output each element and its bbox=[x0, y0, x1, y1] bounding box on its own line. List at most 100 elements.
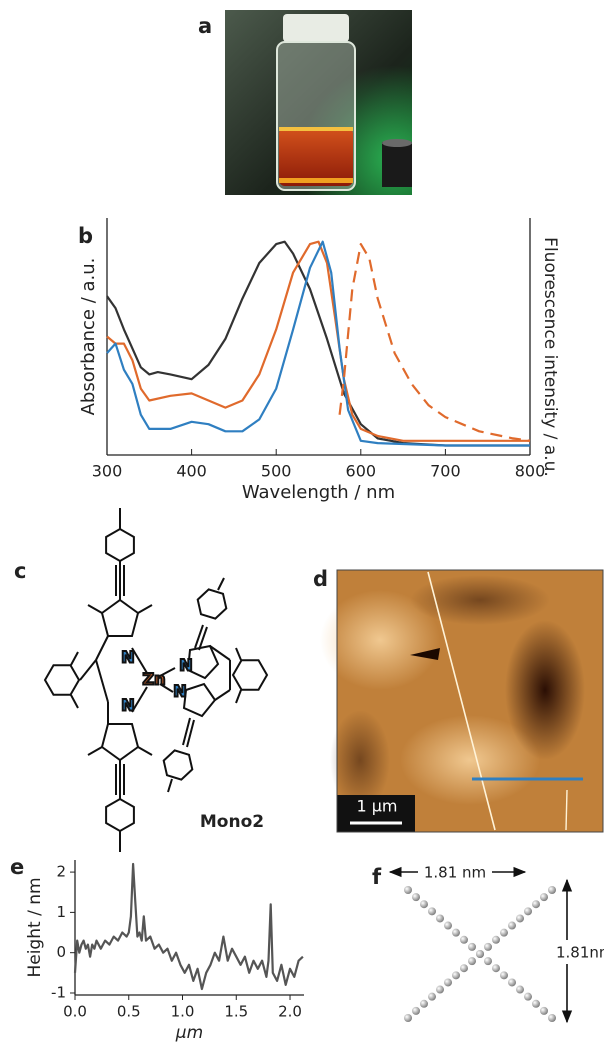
y-tick-label: 0 bbox=[56, 943, 66, 961]
ring bbox=[186, 644, 220, 680]
x-axis-label: µm bbox=[175, 1023, 203, 1042]
atom bbox=[476, 950, 484, 958]
scale-bar-label: 1 µm bbox=[356, 797, 397, 816]
atom bbox=[412, 893, 420, 902]
panel-label: e bbox=[10, 855, 24, 879]
y2-axis-label: Fluorescence intensity / a.u. bbox=[540, 237, 560, 477]
atom bbox=[428, 907, 436, 916]
bond bbox=[209, 645, 231, 661]
x-tick-label: 0.5 bbox=[117, 1003, 141, 1021]
ring bbox=[196, 588, 228, 620]
atom bbox=[452, 971, 460, 980]
x-tick-label: 800 bbox=[515, 462, 546, 481]
bond bbox=[235, 647, 242, 661]
x-tick-label: 1.0 bbox=[171, 1003, 195, 1021]
x-tick-label: 400 bbox=[176, 462, 207, 481]
atom bbox=[468, 957, 476, 966]
atom bbox=[404, 1014, 412, 1022]
bond bbox=[87, 746, 103, 756]
metal-label: Zn bbox=[143, 670, 166, 689]
y-tick-label: -1 bbox=[51, 983, 66, 1001]
x-tick-label: 2.0 bbox=[278, 1003, 302, 1021]
bond bbox=[159, 667, 176, 677]
atom bbox=[516, 914, 524, 923]
atom-label: N bbox=[173, 682, 186, 701]
atom bbox=[420, 900, 428, 909]
y-tick-label: 2 bbox=[56, 863, 66, 881]
ring bbox=[231, 659, 269, 691]
atom bbox=[452, 928, 460, 937]
x-tick-label: 500 bbox=[261, 462, 292, 481]
atom-label: N bbox=[121, 648, 134, 667]
data-line bbox=[106, 240, 530, 447]
ring bbox=[100, 598, 140, 637]
atom bbox=[404, 886, 412, 894]
atom bbox=[428, 992, 436, 1001]
data-line bbox=[106, 240, 530, 442]
bond bbox=[182, 717, 191, 746]
atom bbox=[540, 893, 548, 902]
bond bbox=[137, 604, 153, 614]
bond bbox=[235, 689, 242, 704]
atom bbox=[460, 964, 468, 973]
bond bbox=[70, 651, 79, 666]
ring bbox=[100, 723, 140, 762]
x-tick-label: 1.5 bbox=[224, 1003, 248, 1021]
model-arrows bbox=[388, 862, 604, 1024]
atom bbox=[532, 999, 540, 1008]
molecule-name: Mono2 bbox=[200, 812, 264, 832]
ring bbox=[43, 664, 81, 696]
data-line bbox=[338, 243, 531, 442]
atom bbox=[492, 964, 500, 973]
atom bbox=[468, 942, 476, 951]
atom bbox=[484, 957, 492, 966]
bond bbox=[79, 659, 97, 681]
afm-image bbox=[320, 569, 604, 833]
atom bbox=[524, 907, 532, 916]
atom bbox=[548, 1014, 556, 1022]
bond bbox=[70, 694, 79, 709]
atom bbox=[500, 971, 508, 980]
bond bbox=[95, 659, 109, 703]
atom bbox=[508, 978, 516, 987]
bond bbox=[131, 686, 148, 713]
atom-label: N bbox=[121, 696, 134, 715]
atom bbox=[412, 1006, 420, 1015]
bond bbox=[137, 746, 153, 756]
vial-photo bbox=[225, 10, 412, 195]
atom bbox=[444, 921, 452, 930]
bond bbox=[186, 719, 195, 748]
y-axis-label: Height / nm bbox=[25, 877, 45, 977]
panel-label: d bbox=[313, 567, 328, 591]
panel-label: a bbox=[198, 14, 212, 38]
atom-label: N bbox=[179, 656, 192, 675]
width-label: 1.81 nm bbox=[424, 864, 486, 882]
atom bbox=[516, 985, 524, 994]
molecular-model bbox=[404, 886, 556, 1022]
ring bbox=[182, 682, 217, 718]
ring bbox=[162, 749, 194, 781]
x-tick-label: 600 bbox=[346, 462, 377, 481]
atom bbox=[484, 942, 492, 951]
atom bbox=[436, 914, 444, 923]
x-axis-label: Wavelength / nm bbox=[242, 482, 395, 503]
bond bbox=[217, 577, 225, 591]
x-tick-label: 0.0 bbox=[63, 1003, 87, 1021]
atom bbox=[460, 935, 468, 944]
x-tick-label: 700 bbox=[430, 462, 461, 481]
bond bbox=[159, 683, 174, 693]
atom bbox=[500, 928, 508, 937]
bond bbox=[87, 604, 103, 614]
x-tick-label: 300 bbox=[92, 462, 123, 481]
y-tick-label: 1 bbox=[56, 903, 66, 921]
bond bbox=[194, 624, 204, 649]
bond bbox=[167, 778, 173, 793]
atom bbox=[492, 935, 500, 944]
bond bbox=[214, 689, 231, 701]
bond bbox=[95, 635, 109, 661]
bond bbox=[131, 647, 148, 674]
data-line bbox=[106, 240, 530, 447]
